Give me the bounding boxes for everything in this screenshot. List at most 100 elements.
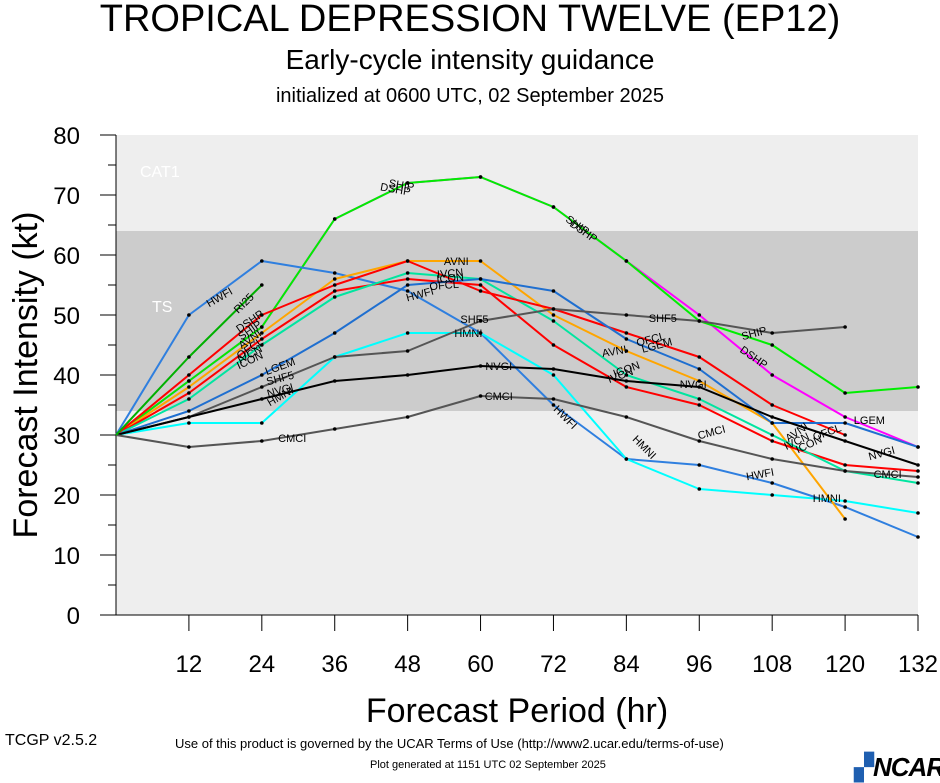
data-point xyxy=(551,367,556,371)
x-tick-label: 96 xyxy=(686,651,713,678)
data-point xyxy=(843,469,847,473)
data-point xyxy=(697,397,702,401)
label-shf5: SHF5 xyxy=(460,314,488,326)
init-time: initialized at 0600 UTC, 02 September 20… xyxy=(275,85,664,107)
version-label: TCGP v2.5.2 xyxy=(5,732,98,749)
forecast-lines xyxy=(115,175,920,539)
data-point xyxy=(551,313,556,317)
y-tick-label: 50 xyxy=(53,303,80,330)
label-ofcl: OFCL xyxy=(429,279,459,294)
x-tick-label: 120 xyxy=(825,651,865,678)
label-nvgi: NVGI xyxy=(680,379,707,391)
x-tick-label: 12 xyxy=(176,651,203,678)
y-tick-label: 0 xyxy=(67,603,80,630)
data-point xyxy=(405,271,410,275)
data-point xyxy=(260,373,264,377)
data-point xyxy=(187,421,191,425)
data-point xyxy=(551,205,556,209)
label-nvgi: NVGI xyxy=(485,361,512,373)
label-hwfi: HWFI xyxy=(745,467,775,484)
data-point xyxy=(697,487,702,491)
y-tick-label: 40 xyxy=(53,363,80,390)
data-point xyxy=(478,277,483,281)
data-point xyxy=(478,331,483,335)
y-tick-label: 10 xyxy=(53,543,80,570)
data-point xyxy=(697,367,702,371)
label-cmci: CMCI xyxy=(278,433,306,445)
chart-subtitle: Early-cycle intensity guidance xyxy=(285,44,655,75)
y-tick-label: 60 xyxy=(53,243,80,270)
series-ofcl xyxy=(115,259,847,437)
data-point xyxy=(405,373,410,377)
data-point xyxy=(697,313,702,317)
data-point xyxy=(551,343,556,347)
data-point xyxy=(187,391,191,395)
data-point xyxy=(770,433,774,437)
data-point xyxy=(843,463,847,467)
data-point xyxy=(478,289,483,293)
label-avni: AVNI xyxy=(444,256,469,268)
series-lgem xyxy=(115,277,920,449)
data-point xyxy=(624,349,629,353)
data-point xyxy=(770,481,774,485)
x-tick-label: 72 xyxy=(540,651,567,678)
ncar-logo-mark: ▞ xyxy=(854,752,874,782)
data-point xyxy=(624,457,629,461)
data-point xyxy=(332,283,337,287)
series-line-ship xyxy=(115,176,919,436)
data-point xyxy=(332,277,337,281)
x-tick-label: 36 xyxy=(321,651,348,678)
data-point xyxy=(697,355,702,359)
y-tick-label: 80 xyxy=(53,123,80,150)
data-point xyxy=(697,319,702,323)
x-tick-label: 60 xyxy=(467,651,494,678)
x-tick-label: 24 xyxy=(248,651,275,678)
y-tick-label: 70 xyxy=(53,183,80,210)
data-point xyxy=(770,373,774,377)
chart-axes: 0 10 20 30 40 50 60 70 80 12 24 36 48 60 72 84 96 108 120 1… xyxy=(53,123,938,678)
data-point xyxy=(332,331,337,335)
y-tick-label: 30 xyxy=(53,423,80,450)
data-point xyxy=(405,331,410,335)
data-point xyxy=(916,511,920,515)
data-point xyxy=(624,415,629,419)
data-point xyxy=(770,403,774,407)
data-point xyxy=(916,535,920,539)
data-point xyxy=(843,517,847,521)
label-hmni: HMNI xyxy=(813,493,841,505)
label-dshp: DSHP xyxy=(379,181,411,198)
data-point xyxy=(843,439,847,443)
data-point xyxy=(843,499,847,503)
series-ri25 xyxy=(115,283,264,436)
data-point xyxy=(187,313,191,317)
data-point xyxy=(187,385,191,389)
data-point xyxy=(332,379,337,383)
data-point xyxy=(916,445,920,449)
data-point xyxy=(260,397,264,401)
data-point xyxy=(843,433,847,437)
label-ivcn: IVCN xyxy=(437,267,464,281)
band-label-ts: TS xyxy=(152,299,172,316)
data-point xyxy=(478,283,483,287)
band-label-cat1: CAT1 xyxy=(140,164,180,181)
data-point xyxy=(624,337,629,341)
data-point xyxy=(770,439,774,443)
data-point xyxy=(260,283,264,287)
generated-time: Plot generated at 1151 UTC 02 September … xyxy=(370,759,606,771)
data-point xyxy=(405,277,410,281)
data-point xyxy=(624,259,629,263)
data-point xyxy=(770,415,774,419)
band-cat1 xyxy=(116,135,918,231)
series-line-lgem xyxy=(115,278,919,448)
x-tick-label: 108 xyxy=(752,651,792,678)
label-shf5: SHF5 xyxy=(649,313,677,325)
data-point xyxy=(916,469,920,473)
data-point xyxy=(187,409,191,413)
data-point xyxy=(770,421,774,425)
data-point xyxy=(405,259,410,263)
data-point xyxy=(260,343,264,347)
data-point xyxy=(551,289,556,293)
ncar-logo: ▞NCAR xyxy=(854,752,940,783)
data-point xyxy=(187,373,191,377)
